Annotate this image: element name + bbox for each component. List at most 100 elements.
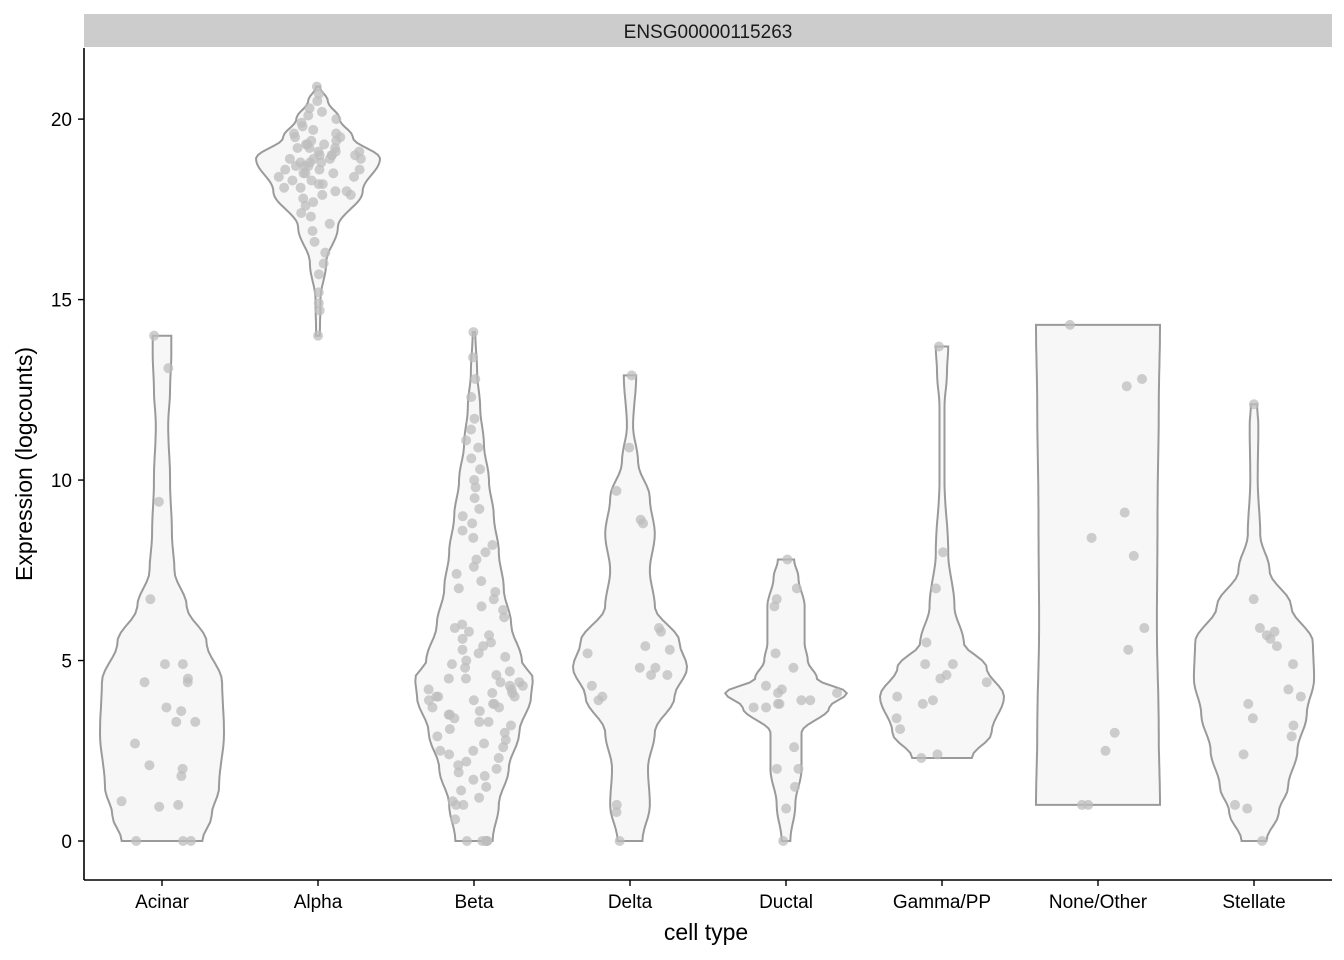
data-point [308, 124, 319, 135]
data-point [433, 691, 444, 702]
data-point [500, 651, 511, 662]
data-point [491, 763, 502, 774]
data-point [938, 547, 949, 558]
violin-beta [414, 331, 534, 842]
data-point [308, 197, 319, 208]
data-point [144, 760, 155, 771]
data-point [477, 836, 488, 847]
data-point [324, 218, 335, 229]
data-point [481, 781, 492, 792]
data-point [461, 655, 472, 666]
data-point [1286, 731, 1297, 742]
data-point [154, 801, 165, 812]
data-point [469, 493, 480, 504]
data-point [761, 702, 772, 713]
data-point [298, 168, 309, 179]
x-tick-label: Acinar [135, 892, 190, 913]
data-point [789, 781, 800, 792]
data-point [131, 836, 142, 847]
data-point [305, 211, 316, 222]
data-point [611, 799, 622, 810]
violin-stellate [1192, 403, 1316, 842]
data-point [298, 193, 309, 204]
data-point [493, 752, 504, 763]
data-point [483, 716, 494, 727]
data-point [1139, 623, 1150, 634]
data-point [476, 576, 487, 587]
data-point [458, 799, 469, 810]
violin-none-other [1035, 323, 1161, 806]
data-point [782, 554, 793, 565]
data-point [664, 644, 675, 655]
x-axis-title: cell type [664, 919, 748, 945]
data-point [161, 702, 172, 713]
data-point [981, 677, 992, 688]
data-point [832, 688, 843, 699]
data-point [640, 641, 651, 652]
data-point [318, 258, 329, 269]
data-point [149, 330, 160, 341]
data-point [487, 540, 498, 551]
data-point [173, 799, 184, 810]
data-point [1295, 691, 1306, 702]
data-point [313, 330, 324, 341]
data-point [479, 738, 490, 749]
data-point [453, 767, 464, 778]
data-point [453, 583, 464, 594]
data-point [474, 792, 485, 803]
data-point [469, 413, 480, 424]
data-point [468, 327, 479, 338]
data-point [451, 568, 462, 579]
x-tick-label: Gamma/PP [893, 892, 991, 913]
data-point [1248, 594, 1259, 605]
data-point [466, 392, 477, 403]
violin-ductal [723, 558, 849, 842]
data-point [292, 142, 303, 153]
data-point [480, 547, 491, 558]
data-point [892, 691, 903, 702]
data-point [921, 637, 932, 648]
data-point [313, 298, 324, 309]
data-point [287, 175, 298, 186]
data-point [1261, 630, 1272, 641]
data-point [453, 760, 464, 771]
data-point [473, 648, 484, 659]
x-tick-label: Stellate [1222, 892, 1285, 913]
data-point [498, 605, 509, 616]
data-point [296, 117, 307, 128]
data-point [432, 731, 443, 742]
data-point [468, 745, 479, 756]
data-point [1257, 836, 1268, 847]
data-point [514, 677, 525, 688]
facet-label: ENSG00000115263 [624, 22, 793, 43]
data-point [1128, 550, 1139, 561]
points [116, 81, 1306, 847]
data-point [947, 659, 958, 670]
data-point [468, 774, 479, 785]
data-point [444, 749, 455, 760]
data-point [457, 525, 468, 536]
data-point [349, 171, 360, 182]
data-point [789, 742, 800, 753]
data-point [456, 785, 467, 796]
x-tick-label: Beta [454, 892, 494, 913]
data-point [634, 662, 645, 673]
data-point [487, 688, 498, 699]
data-point [638, 518, 649, 529]
data-point [791, 583, 802, 594]
data-point [478, 641, 489, 652]
data-point [474, 716, 485, 727]
data-point [476, 601, 487, 612]
data-point [781, 803, 792, 814]
data-point [484, 630, 495, 641]
data-point [116, 796, 127, 807]
data-point [490, 586, 501, 597]
data-point [474, 503, 485, 514]
data-point [927, 695, 938, 706]
data-point [933, 341, 944, 352]
data-point [130, 738, 141, 749]
data-point [435, 745, 446, 756]
data-point [457, 619, 468, 630]
data-point [1288, 659, 1299, 670]
